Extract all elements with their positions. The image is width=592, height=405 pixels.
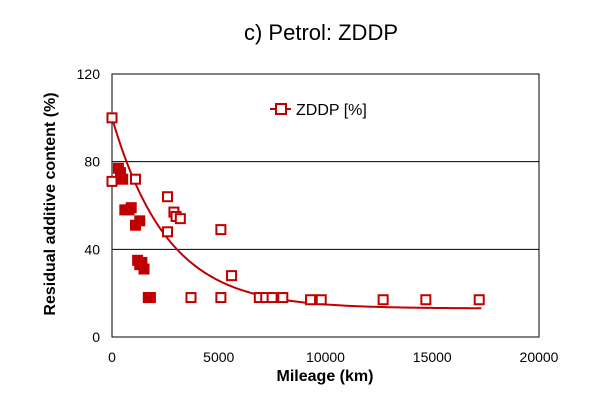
x-tick-labels: 0 5000 10000 15000 20000 xyxy=(108,349,559,365)
x-axis-label: Mileage (km) xyxy=(277,368,374,385)
legend: ZDDP [%] xyxy=(270,102,367,119)
data-point-open xyxy=(129,173,141,185)
chart-title: c) Petrol: ZDDP xyxy=(244,20,398,45)
data-point-filled xyxy=(134,215,146,227)
data-point-open xyxy=(215,292,227,304)
data-point-open xyxy=(305,294,317,306)
y-axis-label: Residual additive content (%) xyxy=(42,92,59,315)
data-point-open xyxy=(106,112,118,124)
data-point-filled xyxy=(125,202,137,214)
data-point-open xyxy=(106,175,118,187)
legend-marker xyxy=(275,103,287,115)
data-point-open xyxy=(185,292,197,304)
data-point-open xyxy=(315,294,327,306)
data-points-layer xyxy=(106,112,485,306)
fit-curve-line xyxy=(111,117,482,310)
y-tick-labels: 0 40 80 120 xyxy=(77,66,101,345)
data-point-filled xyxy=(138,263,150,275)
y-tick-label: 80 xyxy=(84,154,100,170)
x-tick-label: 15000 xyxy=(413,349,452,365)
data-point-open xyxy=(420,294,432,306)
data-point-open xyxy=(215,224,227,236)
data-point-open xyxy=(266,292,278,304)
x-tick-label: 0 xyxy=(108,349,116,365)
legend-label: ZDDP [%] xyxy=(296,102,367,119)
x-tick-label: 10000 xyxy=(306,349,345,365)
data-point-open xyxy=(162,226,174,238)
data-point-filled xyxy=(144,292,156,304)
data-point-open xyxy=(174,213,186,225)
x-tick-label: 20000 xyxy=(520,349,559,365)
data-point-open xyxy=(226,270,238,282)
y-tick-label: 40 xyxy=(84,241,100,257)
data-point-filled xyxy=(117,173,129,185)
plot-area-border xyxy=(111,73,540,338)
grid-lines xyxy=(112,161,539,250)
y-tick-label: 0 xyxy=(92,329,100,345)
x-tick-label: 5000 xyxy=(203,349,234,365)
data-point-open xyxy=(162,191,174,203)
data-point-open xyxy=(377,294,389,306)
data-point-open xyxy=(473,294,485,306)
data-point-open xyxy=(277,292,289,304)
fit-curve-layer xyxy=(111,117,482,310)
y-tick-label: 120 xyxy=(77,66,101,82)
